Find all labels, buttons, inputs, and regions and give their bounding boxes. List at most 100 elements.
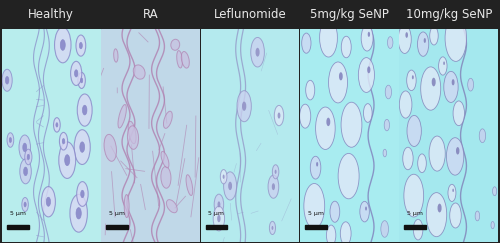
Circle shape <box>342 36 351 58</box>
Circle shape <box>60 40 66 50</box>
Circle shape <box>452 189 454 192</box>
Circle shape <box>340 222 351 243</box>
Circle shape <box>218 201 220 208</box>
Bar <box>404 226 426 229</box>
Circle shape <box>450 203 462 228</box>
Circle shape <box>424 38 426 43</box>
Circle shape <box>381 221 388 237</box>
Circle shape <box>384 119 390 131</box>
Circle shape <box>360 201 370 222</box>
Circle shape <box>242 102 246 111</box>
Circle shape <box>456 147 460 155</box>
Circle shape <box>445 15 466 61</box>
Circle shape <box>479 129 486 143</box>
Circle shape <box>430 26 438 45</box>
Circle shape <box>46 197 50 206</box>
Circle shape <box>20 159 32 184</box>
Text: 5 μm: 5 μm <box>10 211 26 217</box>
Circle shape <box>274 170 276 174</box>
Circle shape <box>70 61 82 86</box>
Circle shape <box>19 135 30 160</box>
Circle shape <box>316 107 335 149</box>
Circle shape <box>54 118 60 132</box>
Circle shape <box>452 79 454 85</box>
Circle shape <box>475 211 480 221</box>
Circle shape <box>404 174 423 217</box>
Circle shape <box>361 25 373 51</box>
Bar <box>206 226 228 229</box>
Circle shape <box>274 105 283 126</box>
Circle shape <box>368 32 370 37</box>
Ellipse shape <box>171 39 179 50</box>
Circle shape <box>24 167 28 176</box>
Circle shape <box>78 72 86 88</box>
Circle shape <box>388 37 393 48</box>
Circle shape <box>365 207 367 211</box>
Circle shape <box>367 66 370 73</box>
Ellipse shape <box>114 49 118 62</box>
Circle shape <box>237 91 252 122</box>
Circle shape <box>448 184 456 201</box>
Ellipse shape <box>164 111 172 128</box>
Circle shape <box>438 204 442 212</box>
Bar <box>305 226 326 229</box>
Circle shape <box>24 202 26 207</box>
Circle shape <box>407 115 422 147</box>
Circle shape <box>270 221 276 234</box>
Circle shape <box>453 101 464 126</box>
Ellipse shape <box>128 126 138 149</box>
Circle shape <box>22 143 27 152</box>
Circle shape <box>59 142 76 178</box>
Circle shape <box>222 174 224 179</box>
Circle shape <box>60 132 68 150</box>
Circle shape <box>250 37 264 67</box>
Circle shape <box>80 190 84 198</box>
Circle shape <box>213 206 224 231</box>
Bar <box>106 226 128 229</box>
Circle shape <box>306 80 314 100</box>
Ellipse shape <box>182 52 190 68</box>
Circle shape <box>2 69 12 91</box>
Circle shape <box>76 182 88 206</box>
Ellipse shape <box>186 175 192 195</box>
Circle shape <box>339 72 342 80</box>
Circle shape <box>326 225 336 243</box>
Ellipse shape <box>128 121 136 144</box>
Text: Healthy: Healthy <box>28 8 74 21</box>
Circle shape <box>383 149 386 157</box>
Circle shape <box>22 198 29 212</box>
Circle shape <box>272 226 274 230</box>
Circle shape <box>76 35 86 56</box>
Circle shape <box>468 78 473 91</box>
Circle shape <box>426 193 446 237</box>
Circle shape <box>27 154 30 160</box>
Circle shape <box>444 71 458 103</box>
Circle shape <box>80 142 84 152</box>
Ellipse shape <box>104 134 117 161</box>
Circle shape <box>385 85 392 99</box>
Circle shape <box>62 139 64 144</box>
Circle shape <box>272 165 279 179</box>
Text: 5 μm: 5 μm <box>208 211 224 217</box>
Circle shape <box>268 175 278 198</box>
Circle shape <box>412 75 414 79</box>
Circle shape <box>70 194 87 232</box>
Circle shape <box>338 153 359 199</box>
Circle shape <box>80 78 82 83</box>
Circle shape <box>406 32 408 38</box>
Circle shape <box>358 58 374 92</box>
Circle shape <box>491 221 494 229</box>
Circle shape <box>256 48 260 57</box>
Circle shape <box>432 78 436 86</box>
Circle shape <box>420 67 440 110</box>
Circle shape <box>328 62 347 103</box>
Circle shape <box>54 27 71 63</box>
Circle shape <box>278 113 280 119</box>
Ellipse shape <box>161 151 169 168</box>
Text: 5mg/kg SeNP: 5mg/kg SeNP <box>310 8 389 21</box>
Circle shape <box>310 156 321 179</box>
Circle shape <box>316 162 318 166</box>
Circle shape <box>9 138 12 143</box>
Circle shape <box>443 61 445 65</box>
Circle shape <box>56 123 58 127</box>
